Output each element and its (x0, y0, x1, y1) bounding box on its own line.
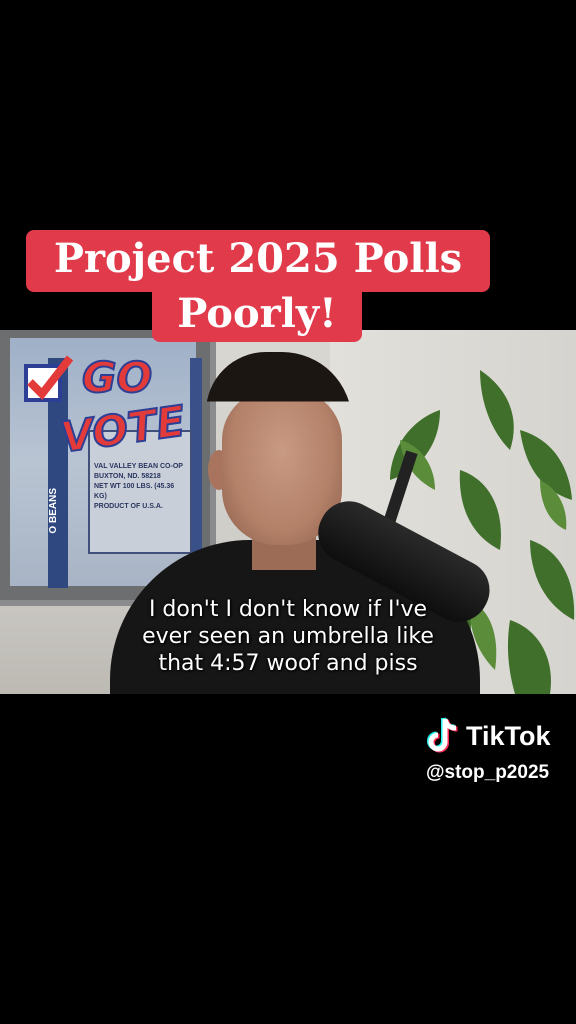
video-frame[interactable]: VAL VALLEY BEAN CO-OP BUXTON, ND. 58218 … (0, 330, 576, 694)
title-banner-line2: Poorly! (152, 292, 362, 342)
caption-line: ever seen an umbrella like (142, 624, 434, 649)
tiktok-brand-text: TikTok (466, 720, 551, 751)
subtitle-caption: I don't I don't know if I've ever seen a… (0, 596, 576, 677)
checkmark-icon (27, 355, 74, 401)
tiktok-watermark: TikTok (426, 716, 551, 756)
caption-line: I don't I don't know if I've (148, 597, 428, 622)
poster-label-text: BUXTON, ND. 58218 (94, 473, 161, 480)
poster-label: VAL VALLEY BEAN CO-OP BUXTON, ND. 58218 … (88, 430, 192, 554)
poster-stripe (48, 358, 68, 588)
poster-stripe (190, 358, 202, 558)
vote-text: VOTE (58, 396, 189, 456)
go-text: GO (82, 353, 152, 402)
poster-side-text: O BEANS (48, 488, 59, 534)
poster-label-text: NET WT 100 LBS. (45.36 KG) (94, 483, 175, 500)
bean-sack-poster: VAL VALLEY BEAN CO-OP BUXTON, ND. 58218 … (0, 330, 216, 606)
caption-line: that 4:57 woof and piss (158, 651, 418, 676)
go-vote-logo: GO VOTE (24, 352, 189, 456)
poster-label-text: VAL VALLEY BEAN CO-OP (94, 463, 183, 470)
title-banner-line1: Project 2025 Polls (26, 230, 490, 292)
tiktok-logo-icon (427, 717, 458, 753)
creator-handle: @stop_p2025 (426, 762, 550, 783)
poster-label-text: PRODUCT OF U.S.A. (94, 503, 163, 510)
